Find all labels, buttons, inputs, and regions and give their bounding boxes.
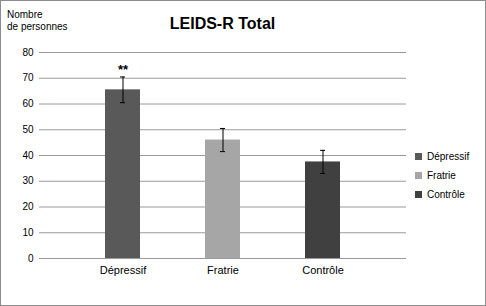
svg-text:20: 20 bbox=[22, 201, 34, 212]
svg-text:40: 40 bbox=[22, 150, 34, 161]
svg-text:10: 10 bbox=[22, 227, 34, 238]
html-text:Fratrie: Fratrie bbox=[427, 170, 456, 181]
svg-text:30: 30 bbox=[22, 175, 34, 186]
svg-text:60: 60 bbox=[22, 98, 34, 109]
svg-text:50: 50 bbox=[22, 124, 34, 135]
svg-text:Dépressif: Dépressif bbox=[100, 264, 147, 276]
svg-text:0: 0 bbox=[28, 253, 34, 264]
svg-text:Contrôle: Contrôle bbox=[302, 264, 344, 276]
html-text:Dépressif: Dépressif bbox=[427, 151, 470, 162]
svg-text:**: ** bbox=[118, 62, 129, 77]
html-text:Contrôle: Contrôle bbox=[427, 189, 465, 200]
html-text:Nombre de personnes: Nombre de personnes bbox=[7, 9, 68, 32]
svg-text:70: 70 bbox=[22, 72, 34, 83]
html-text:LEIDS-R Total: LEIDS-R Total bbox=[169, 15, 276, 32]
svg-text:Fratrie: Fratrie bbox=[207, 264, 239, 276]
svg-text:80: 80 bbox=[22, 47, 34, 58]
